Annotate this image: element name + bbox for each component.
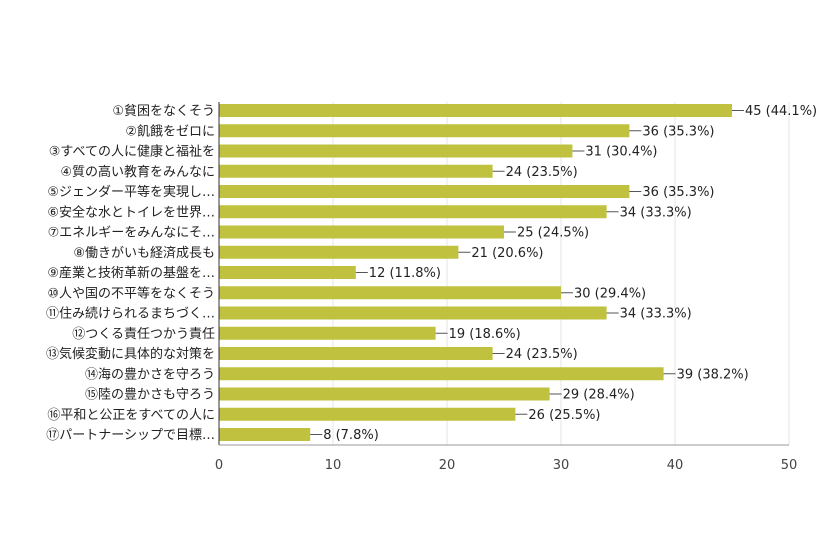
bar bbox=[219, 225, 504, 239]
category-label: ⑦エネルギーをみんなにそ… bbox=[48, 226, 215, 241]
bar bbox=[219, 286, 561, 300]
bar bbox=[219, 185, 630, 198]
data-label: 30 (29.4%) bbox=[574, 286, 646, 301]
data-label: 45 (44.1%) bbox=[745, 104, 817, 119]
x-tick-label: 20 bbox=[439, 458, 456, 473]
category-label: ⑨産業と技術革新の基盤を… bbox=[47, 265, 215, 281]
bar bbox=[219, 164, 493, 178]
category-label: ⑧働きがいも経済成長も bbox=[73, 245, 215, 261]
bar bbox=[219, 266, 356, 279]
bar bbox=[219, 347, 493, 360]
data-label: 21 (20.6%) bbox=[471, 246, 543, 261]
bar bbox=[219, 428, 311, 441]
category-label: ①貧困をなくそう bbox=[112, 104, 215, 119]
category-label: ⑫つくる責任つかう責任 bbox=[72, 327, 215, 342]
category-label: ②飢餓をゼロに bbox=[125, 124, 215, 139]
data-label: 34 (33.3%) bbox=[620, 307, 692, 322]
data-label: 34 (33.3%) bbox=[620, 205, 692, 220]
bars bbox=[219, 104, 732, 441]
data-label: 36 (35.3%) bbox=[642, 124, 714, 139]
category-label: ⑥安全な水とトイレを世界… bbox=[47, 204, 215, 220]
bar bbox=[219, 205, 607, 219]
category-label: ④質の高い教育をみんなに bbox=[60, 164, 215, 180]
data-label: 8 (7.8%) bbox=[323, 428, 379, 443]
bar bbox=[219, 306, 607, 320]
axes bbox=[218, 102, 789, 446]
category-label: ⑤ジェンダー平等を実現し… bbox=[47, 184, 215, 200]
bar bbox=[219, 144, 573, 158]
labels: 0 10 20 30 40 50 ①貧困をなくそう 45 (44.1%) ②飢餓をゼロに 36 (… bbox=[46, 104, 817, 473]
data-label: 25 (24.5%) bbox=[517, 226, 589, 241]
data-label: 31 (30.4%) bbox=[585, 145, 657, 160]
data-label: 12 (11.8%) bbox=[369, 266, 441, 281]
bar bbox=[219, 387, 550, 401]
category-label: ⑮陸の豊かさも守ろう bbox=[85, 387, 215, 403]
bar bbox=[219, 245, 459, 259]
data-label: 19 (18.6%) bbox=[449, 327, 521, 342]
data-label: 24 (23.5%) bbox=[506, 347, 578, 362]
category-label: ⑬気候変動に具体的な対策を bbox=[46, 346, 215, 362]
data-label: 29 (28.4%) bbox=[563, 388, 635, 403]
x-tick-label: 30 bbox=[553, 458, 570, 473]
category-label: ⑪住み続けられるまちづく… bbox=[46, 307, 215, 322]
data-label: 39 (38.2%) bbox=[677, 367, 749, 382]
data-label: 36 (35.3%) bbox=[642, 185, 714, 200]
category-label: ⑭海の豊かさを守ろう bbox=[85, 367, 215, 382]
bar bbox=[219, 367, 664, 381]
bar bbox=[219, 326, 436, 340]
bar bbox=[219, 104, 732, 117]
category-label: ⑯平和と公正をすべての人に bbox=[47, 408, 215, 423]
category-label: ⑰パートナーシップで目標… bbox=[46, 428, 215, 443]
bar bbox=[219, 124, 630, 138]
x-tick-label: 50 bbox=[781, 458, 798, 473]
data-label: 26 (25.5%) bbox=[528, 408, 600, 423]
category-label: ③すべての人に健康と福祉を bbox=[49, 144, 215, 160]
category-label: ⑩人や国の不平等をなくそう bbox=[47, 285, 215, 301]
x-tick-label: 40 bbox=[667, 458, 684, 473]
bar bbox=[219, 407, 516, 421]
x-tick-label: 10 bbox=[325, 458, 342, 473]
x-tick-label: 0 bbox=[215, 458, 223, 473]
data-label: 24 (23.5%) bbox=[506, 165, 578, 180]
